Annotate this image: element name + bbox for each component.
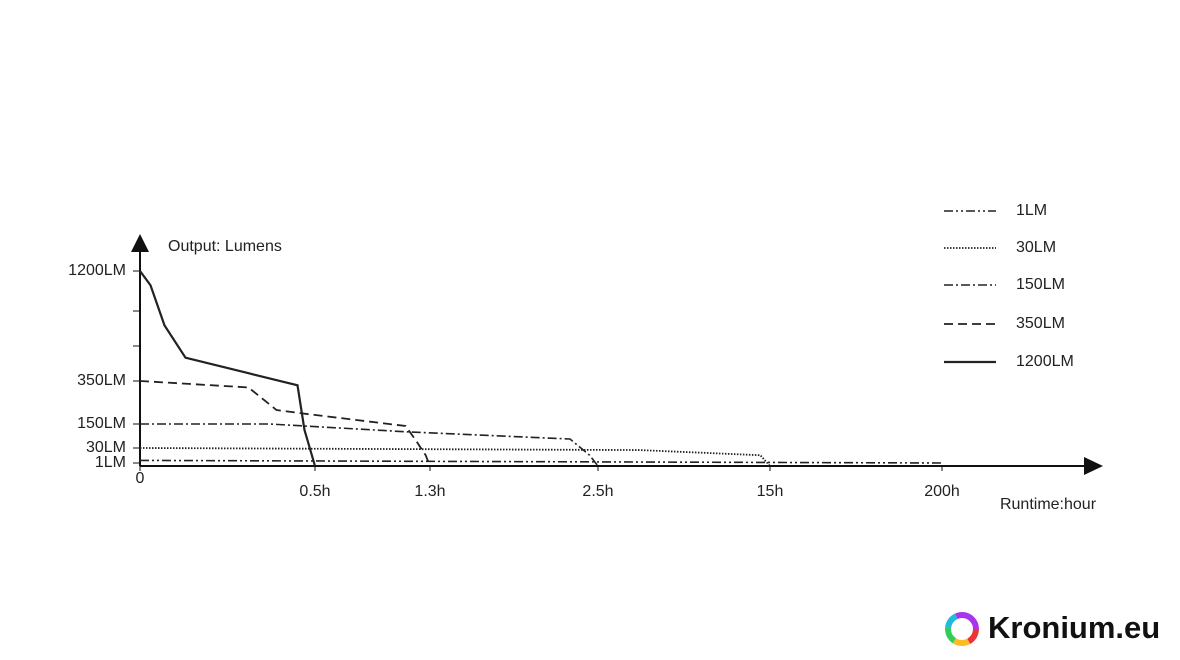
brand: Kronium.eu xyxy=(945,610,1160,646)
legend-label: 1200LM xyxy=(1016,353,1074,370)
series-line xyxy=(140,423,599,467)
x-tick-label: 200h xyxy=(924,483,960,500)
x-axis-label: Runtime:hour xyxy=(1000,496,1097,513)
legend-label: 350LM xyxy=(1016,315,1065,332)
y-tick-label: 350LM xyxy=(77,372,126,389)
x-tick-label: 15h xyxy=(757,483,784,500)
y-axis-arrow xyxy=(131,234,149,252)
y-tick-label: 1LM xyxy=(95,454,126,471)
series-line xyxy=(139,270,317,467)
series-line xyxy=(139,447,771,467)
logo-ring xyxy=(945,612,979,646)
x-axis-arrow xyxy=(1084,457,1103,475)
legend-label: 1LM xyxy=(1016,202,1047,219)
legend-label: 150LM xyxy=(1016,276,1065,293)
legend-label: 30LM xyxy=(1016,239,1056,256)
y-tick-label: 30LM xyxy=(86,439,126,456)
y-tick-label: 150LM xyxy=(77,415,126,432)
series-line xyxy=(139,459,943,464)
x-tick-label: 2.5h xyxy=(582,483,613,500)
y-axis-label: Output: Lumens xyxy=(168,238,282,255)
brand-text: Kronium.eu xyxy=(988,610,1160,645)
x-tick-label: 0 xyxy=(136,470,145,487)
logo-ring xyxy=(945,612,979,646)
x-tick-label: 1.3h xyxy=(414,483,445,500)
x-tick-label: 0.5h xyxy=(299,483,330,500)
y-tick-label: 1200LM xyxy=(68,262,126,279)
logo-ring xyxy=(945,612,979,646)
series-line xyxy=(139,380,431,467)
